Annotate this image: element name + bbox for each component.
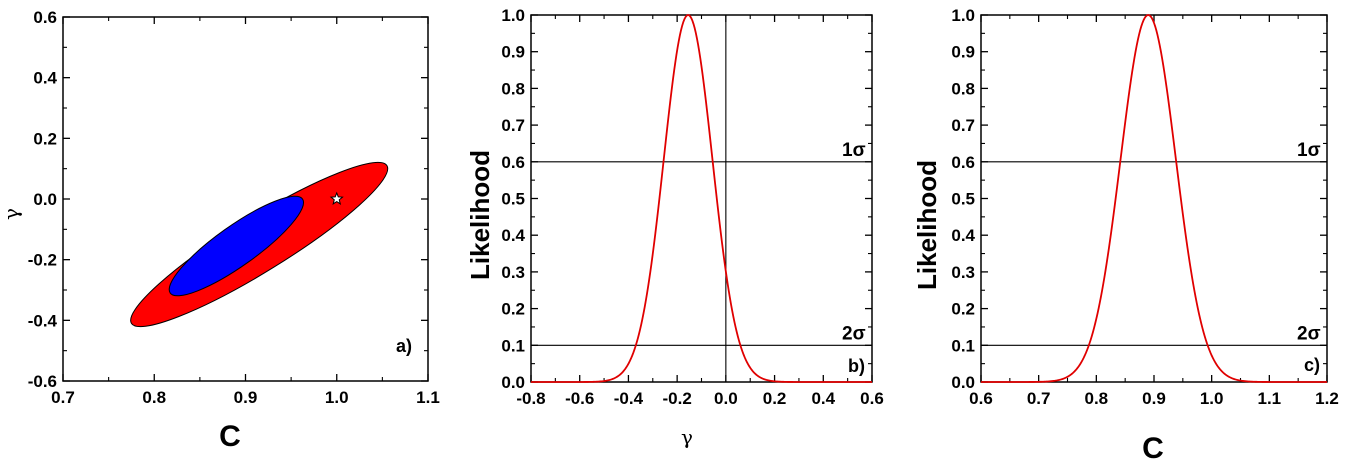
x-tick-label: 0.2 xyxy=(763,389,787,408)
y-tick-label: 0.1 xyxy=(501,336,525,355)
panel-c-likelihood-c: 0.6 0.7 0.8 0.9 1.0 1.1 1.2 0.0 0.1 0.2 0.3 0.4 0.5 0… xyxy=(912,6,1339,461)
y-tick-label: 0.5 xyxy=(501,190,525,209)
panel-c-2sigma-label: 2σ xyxy=(1297,323,1321,344)
x-tick-label: 1.0 xyxy=(325,388,349,407)
y-tick-label: 0.6 xyxy=(501,153,525,172)
x-tick-label: 0.9 xyxy=(1142,389,1166,408)
panel-c-xlabel: C xyxy=(1142,432,1164,461)
y-tick-label: 1.0 xyxy=(501,6,525,25)
y-tick-label: 0.1 xyxy=(951,336,975,355)
y-tick-label: 0.9 xyxy=(951,43,975,62)
panel-a-label: a) xyxy=(396,336,412,356)
y-tick-label: 0.9 xyxy=(501,43,525,62)
x-tick-label: 1.0 xyxy=(1200,389,1224,408)
panel-c-likelihood-curve xyxy=(981,14,1327,383)
panel-c-1sigma-label: 1σ xyxy=(1297,140,1321,161)
panel-c-label: c) xyxy=(1304,355,1320,375)
y-tick-label: -0.4 xyxy=(28,311,58,330)
panel-a-xlabel: C xyxy=(219,420,241,453)
x-tick-label: 0.8 xyxy=(1085,389,1109,408)
panel-c-frame xyxy=(980,14,1328,383)
y-tick-label: 0.2 xyxy=(951,300,975,319)
y-tick-label: 0.3 xyxy=(951,263,975,282)
x-tick-label: -0.2 xyxy=(662,389,691,408)
y-tick-label: 0.0 xyxy=(33,190,57,209)
x-tick-label: 1.2 xyxy=(1315,389,1339,408)
contour-regions xyxy=(130,161,389,328)
y-tick-label: 0.4 xyxy=(951,226,975,245)
panel-b-ylabel: Likelihood xyxy=(465,150,495,280)
panel-c-ylabel: Likelihood xyxy=(912,160,942,290)
y-tick-label: 0.3 xyxy=(501,263,525,282)
y-tick-label: 0.6 xyxy=(951,153,975,172)
panel-c-ticks: 0.6 0.7 0.8 0.9 1.0 1.1 1.2 0.0 0.1 0.2 0.3 0.4 0.5 0… xyxy=(951,6,1338,408)
contour-1sigma-region xyxy=(168,195,305,297)
panel-b-likelihood-curve xyxy=(531,14,872,383)
panel-a-frame xyxy=(62,16,429,382)
y-tick-label: -0.6 xyxy=(28,372,57,391)
y-tick-label: 0.0 xyxy=(501,373,525,392)
panel-b-label: b) xyxy=(848,356,865,376)
x-tick-label: 0.7 xyxy=(1027,389,1051,408)
panel-b-ticks: -0.8 -0.6 -0.4 -0.2 0.0 0.2 0.4 0.6 0.0 0.1 0.2 0.3… xyxy=(501,6,883,408)
y-tick-label: 0.7 xyxy=(951,116,975,135)
panel-b-2sigma-label: 2σ xyxy=(842,323,866,344)
panel-b-likelihood-gamma: -0.8 -0.6 -0.4 -0.2 0.0 0.2 0.4 0.6 0.0 0.1 0.2 0.3… xyxy=(465,6,884,449)
panel-c-reference-lines xyxy=(981,161,1327,346)
x-tick-label: -0.8 xyxy=(516,389,545,408)
y-tick-label: 0.8 xyxy=(501,79,525,98)
y-tick-label: 0.8 xyxy=(951,79,975,98)
y-tick-label: 0.2 xyxy=(501,300,525,319)
y-tick-label: -0.2 xyxy=(28,251,57,270)
y-tick-label: 0.2 xyxy=(33,129,57,148)
y-tick-label: 0.4 xyxy=(33,69,57,88)
x-tick-label: 0.6 xyxy=(860,389,884,408)
x-tick-label: 1.1 xyxy=(416,388,440,407)
y-tick-label: 0.4 xyxy=(501,226,525,245)
x-tick-label: 1.1 xyxy=(1258,389,1282,408)
star-marker xyxy=(329,191,344,205)
y-tick-label: 1.0 xyxy=(951,6,975,25)
x-tick-label: -0.6 xyxy=(565,389,594,408)
y-tick-label: 0.7 xyxy=(501,116,525,135)
x-tick-label: 0.7 xyxy=(51,388,75,407)
panel-b-reference-lines xyxy=(531,15,872,382)
y-tick-label: 0.0 xyxy=(951,373,975,392)
x-tick-label: 0.8 xyxy=(142,388,166,407)
x-tick-label: 0.4 xyxy=(811,389,835,408)
panel-a-ylabel: γ xyxy=(0,208,23,220)
x-tick-label: 0.9 xyxy=(234,388,258,407)
x-tick-label: 0.6 xyxy=(969,389,993,408)
panel-a-ticks: 0.7 0.8 0.9 1.0 1.1 -0.6 -0.4 -0.2 0.0 0.2 0.4 0.6 xyxy=(28,8,440,407)
panel-a-contour: 0.7 0.8 0.9 1.0 1.1-0.6-0.4-0.20.00.20.40.6 … xyxy=(0,8,440,453)
x-tick-label: -0.4 xyxy=(614,389,644,408)
x-tick-label: 0.0 xyxy=(714,389,738,408)
panel-b-1sigma-label: 1σ xyxy=(842,140,866,161)
panel-b-xlabel: γ xyxy=(681,425,693,449)
y-tick-label: 0.6 xyxy=(33,8,57,27)
y-tick-label: 0.5 xyxy=(951,190,975,209)
